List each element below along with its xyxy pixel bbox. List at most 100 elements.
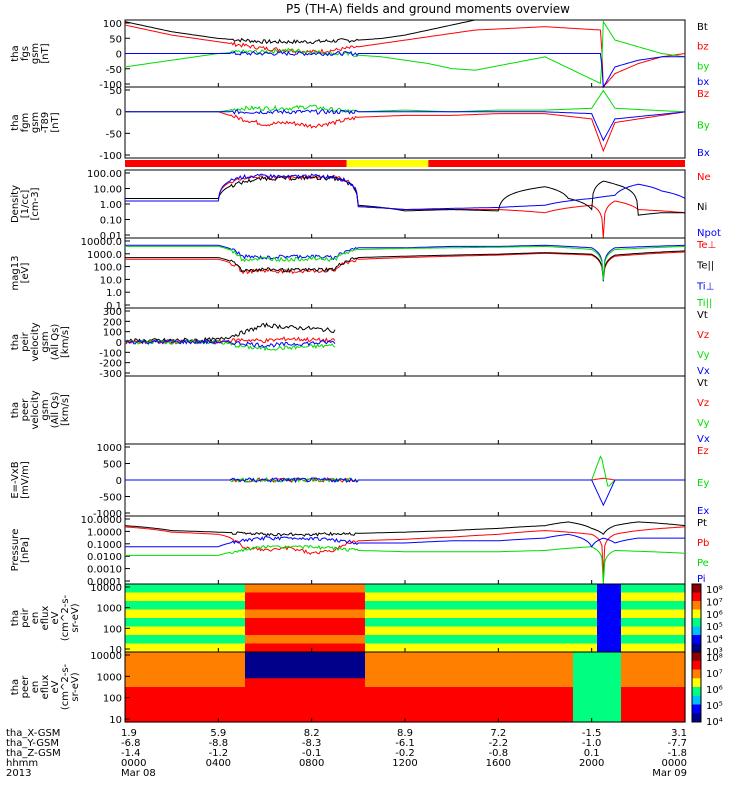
spectrogram-cell (557, 669, 566, 679)
spectrogram-cell (357, 660, 366, 671)
spectrogram-cell (429, 695, 438, 706)
series-Bz (125, 111, 686, 153)
spectrogram-cell (637, 652, 646, 662)
spectrogram-cell (605, 592, 614, 602)
spectrogram-cell (557, 643, 566, 653)
x-axis-value: 0800 (299, 758, 324, 769)
spectrogram-cell (445, 678, 454, 688)
spectrogram-cell (341, 695, 350, 706)
spectrogram-cell (661, 592, 670, 602)
spectrogram-cell (477, 652, 486, 662)
spectrogram-cell (293, 704, 302, 714)
spectrogram-cell (341, 713, 350, 723)
spectrogram-cell (237, 592, 246, 602)
spectrogram-cell (429, 678, 438, 688)
spectrogram-cell (173, 652, 182, 662)
spectrogram-cell (165, 618, 174, 628)
spectrogram-cell (301, 695, 310, 706)
spectrogram-cell (485, 695, 494, 706)
spectrogram-cell (453, 635, 462, 645)
spectrogram-cell (237, 584, 246, 594)
spectrogram-cell (149, 695, 158, 706)
spectrogram-cell (517, 584, 526, 594)
spectrogram-cell (541, 678, 550, 688)
spectrogram-cell (669, 618, 678, 628)
spectrogram-cell (589, 713, 598, 723)
spectrogram-cell (629, 609, 638, 619)
spectrogram-cell (581, 704, 590, 714)
spectrogram-cell (517, 592, 526, 602)
legend-entry: Ex (697, 506, 709, 517)
spectrogram-cell (309, 592, 318, 602)
spectrogram-cell (621, 618, 630, 628)
spectrogram-cell (341, 626, 350, 636)
spectrogram-cell (165, 643, 174, 653)
spectrogram-cell (621, 652, 630, 662)
y-tick-label: 100 (103, 624, 122, 635)
spectrogram-cell (589, 695, 598, 706)
spectrogram-cell (461, 643, 470, 653)
spectrogram-cell (221, 678, 230, 688)
spectrogram-cell (301, 643, 310, 653)
spectrogram-cell (221, 626, 230, 636)
spectrogram-cell (349, 618, 358, 628)
spectrogram-cell (373, 687, 382, 697)
spectrogram-cell (501, 652, 510, 662)
spectrogram-cell (365, 687, 374, 697)
legend-entry: Ti|| (696, 298, 712, 309)
spectrogram-cell (317, 669, 326, 679)
spectrogram-cell (317, 601, 326, 611)
spectrogram-cell (245, 643, 254, 653)
spectrogram-cell (589, 687, 598, 697)
spectrogram-cell (349, 669, 358, 679)
spectrogram-cell (645, 695, 654, 706)
spectrogram-cell (605, 584, 614, 594)
x-axis-value: 5.9 (210, 728, 226, 739)
y-axis-label: tha (10, 334, 21, 350)
spectrogram-cell (453, 660, 462, 671)
spectrogram-cell (677, 660, 686, 671)
spectrogram-cell (565, 592, 574, 602)
spectrogram-cell (301, 635, 310, 645)
spectrogram-cell (429, 618, 438, 628)
spectrogram-cell (549, 678, 558, 688)
spectrogram-cell (277, 669, 286, 679)
colorbar-label: 10⁴ (706, 635, 723, 646)
spectrogram-cell (445, 713, 454, 723)
spectrogram-cell (445, 601, 454, 611)
spectrogram-cell (557, 713, 566, 723)
x-axis-value: -8.8 (209, 738, 229, 749)
spectrogram-cell (277, 635, 286, 645)
spectrogram-cell (189, 592, 198, 602)
spectrogram-cell (141, 592, 150, 602)
colorbar-segment (692, 601, 701, 610)
spectrogram-cell (501, 592, 510, 602)
spectrogram-cell (565, 601, 574, 611)
spectrogram-cell (389, 669, 398, 679)
spectrogram-cell (277, 592, 286, 602)
spectrogram-cell (269, 695, 278, 706)
spectrogram-cell (421, 635, 430, 645)
spectrogram-cell (637, 687, 646, 697)
spectrogram-cell (301, 678, 310, 688)
spectrogram-cell (165, 626, 174, 636)
spectrogram-cell (485, 687, 494, 697)
spectrogram-cell (437, 713, 446, 723)
legend-entry: bz (697, 42, 709, 53)
spectrogram-cell (565, 609, 574, 619)
spectrogram-cell (149, 643, 158, 653)
x-axis-value: 7.2 (490, 728, 506, 739)
spectrogram-cell (181, 695, 190, 706)
spectrogram-cell (237, 618, 246, 628)
spectrogram-cell (589, 660, 598, 671)
spectrogram-cell (173, 678, 182, 688)
spectrogram-cell (541, 609, 550, 619)
spectrogram-cell (661, 660, 670, 671)
spectrogram-cell (357, 687, 366, 697)
spectrogram-cell (501, 626, 510, 636)
legend-entry: Bt (697, 22, 708, 33)
spectrogram-cell (357, 601, 366, 611)
spectrogram-cell (213, 687, 222, 697)
spectrogram-cell (301, 660, 310, 671)
